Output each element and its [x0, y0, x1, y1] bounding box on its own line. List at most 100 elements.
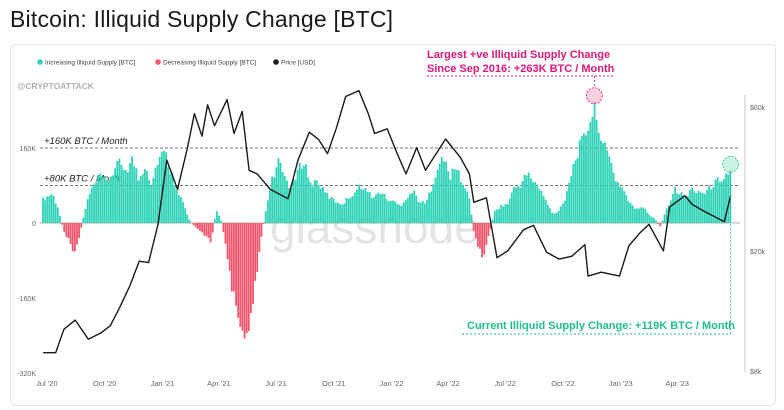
- increase-bar: [614, 181, 617, 223]
- increase-bar: [404, 200, 407, 223]
- increase-bar: [339, 204, 341, 223]
- source-watermark: @CRYPTOATTACK: [17, 81, 95, 91]
- current-annotation: Current Illiquid Supply Change: +119K BT…: [467, 320, 735, 332]
- increase-bar: [305, 164, 307, 223]
- decrease-bar: [63, 223, 66, 232]
- increase-bar: [124, 170, 127, 223]
- legend-marker: [155, 59, 161, 65]
- increase-bar: [358, 184, 360, 223]
- decrease-bar: [262, 223, 265, 224]
- increase-bar: [171, 172, 174, 223]
- increase-bar: [440, 156, 443, 223]
- reference-line-label: +80K BTC / Month: [44, 174, 122, 185]
- increase-bar: [496, 209, 498, 223]
- increase-bar: [390, 200, 392, 223]
- increase-bar: [167, 166, 170, 223]
- increase-bar: [682, 196, 685, 223]
- decrease-bar: [472, 223, 475, 231]
- increase-bar: [122, 170, 125, 223]
- increase-bar: [400, 205, 403, 223]
- increase-bar: [445, 161, 447, 223]
- increase-bar: [621, 187, 624, 223]
- increase-bar: [638, 208, 640, 223]
- increase-bar: [379, 194, 382, 223]
- increase-bar: [373, 197, 375, 223]
- increase-bar: [375, 194, 377, 223]
- increase-bar: [686, 195, 689, 223]
- increase-bar: [619, 186, 621, 223]
- increase-bar: [362, 189, 365, 223]
- legend-marker: [273, 59, 279, 65]
- increase-bar: [426, 199, 428, 223]
- decrease-bar: [245, 223, 248, 334]
- increase-bar: [710, 189, 713, 223]
- x-tick-label: Jan '21: [150, 379, 174, 388]
- increase-bar: [177, 195, 180, 223]
- increase-bar: [606, 150, 609, 223]
- increase-bar: [360, 188, 363, 223]
- increase-bar: [608, 156, 611, 223]
- x-tick-label: Jul '21: [265, 379, 286, 388]
- increase-bar: [394, 201, 397, 223]
- increase-bar: [269, 189, 271, 223]
- increase-bar: [723, 178, 725, 223]
- increase-bar: [604, 142, 607, 223]
- increase-bar: [612, 172, 615, 223]
- increase-bar: [186, 214, 189, 223]
- y-left-tick-label: -160K: [17, 296, 36, 303]
- increase-bar: [175, 189, 178, 223]
- increase-bar: [627, 201, 630, 223]
- increase-bar: [527, 172, 530, 223]
- increase-bar: [629, 203, 632, 223]
- increase-bar: [353, 192, 356, 223]
- increase-bar: [156, 164, 159, 223]
- increase-bar: [118, 158, 121, 223]
- increase-bar: [432, 184, 435, 223]
- decrease-bar: [194, 223, 197, 228]
- decrease-bar: [474, 223, 477, 239]
- increase-bar: [112, 175, 114, 223]
- increase-bar: [343, 203, 346, 223]
- increase-bar: [303, 165, 305, 223]
- increase-bar: [460, 181, 462, 223]
- x-tick-label: Jul '22: [494, 379, 515, 388]
- increase-bar: [578, 139, 581, 223]
- increase-bar: [563, 200, 566, 223]
- increase-bar: [561, 203, 564, 223]
- increase-bar: [50, 194, 53, 223]
- decrease-bar: [224, 223, 227, 244]
- decrease-bar: [258, 223, 261, 252]
- increase-bar: [434, 177, 437, 223]
- increase-bar: [574, 160, 577, 223]
- increase-bar: [48, 195, 51, 223]
- increase-bar: [148, 179, 150, 223]
- increase-bar: [173, 185, 176, 223]
- increase-bar: [508, 198, 511, 223]
- increase-bar: [154, 167, 157, 223]
- increase-bar: [576, 157, 579, 223]
- increase-bar: [328, 198, 331, 223]
- increase-bar: [334, 202, 337, 223]
- decrease-bar: [230, 223, 233, 292]
- increase-bar: [213, 218, 216, 223]
- increase-bar: [110, 176, 112, 223]
- decrease-bar: [80, 223, 83, 228]
- increase-bar: [504, 204, 507, 223]
- increase-bar: [674, 186, 677, 223]
- increase-bar: [322, 186, 324, 223]
- increase-bar: [190, 222, 193, 223]
- decrease-bar: [78, 223, 80, 239]
- y-right-tick-label: $60k: [750, 105, 766, 112]
- increase-bar: [218, 215, 220, 223]
- increase-bar: [670, 200, 672, 223]
- increase-bar: [324, 192, 327, 223]
- increase-bar: [557, 210, 560, 223]
- increase-bar: [625, 195, 628, 223]
- increase-bar: [457, 170, 460, 223]
- increase-bar: [320, 188, 322, 223]
- increase-bar: [580, 135, 583, 223]
- increase-bar: [396, 203, 399, 223]
- increase-bar: [587, 130, 590, 223]
- increase-bar: [521, 181, 524, 223]
- increase-bar: [135, 168, 138, 223]
